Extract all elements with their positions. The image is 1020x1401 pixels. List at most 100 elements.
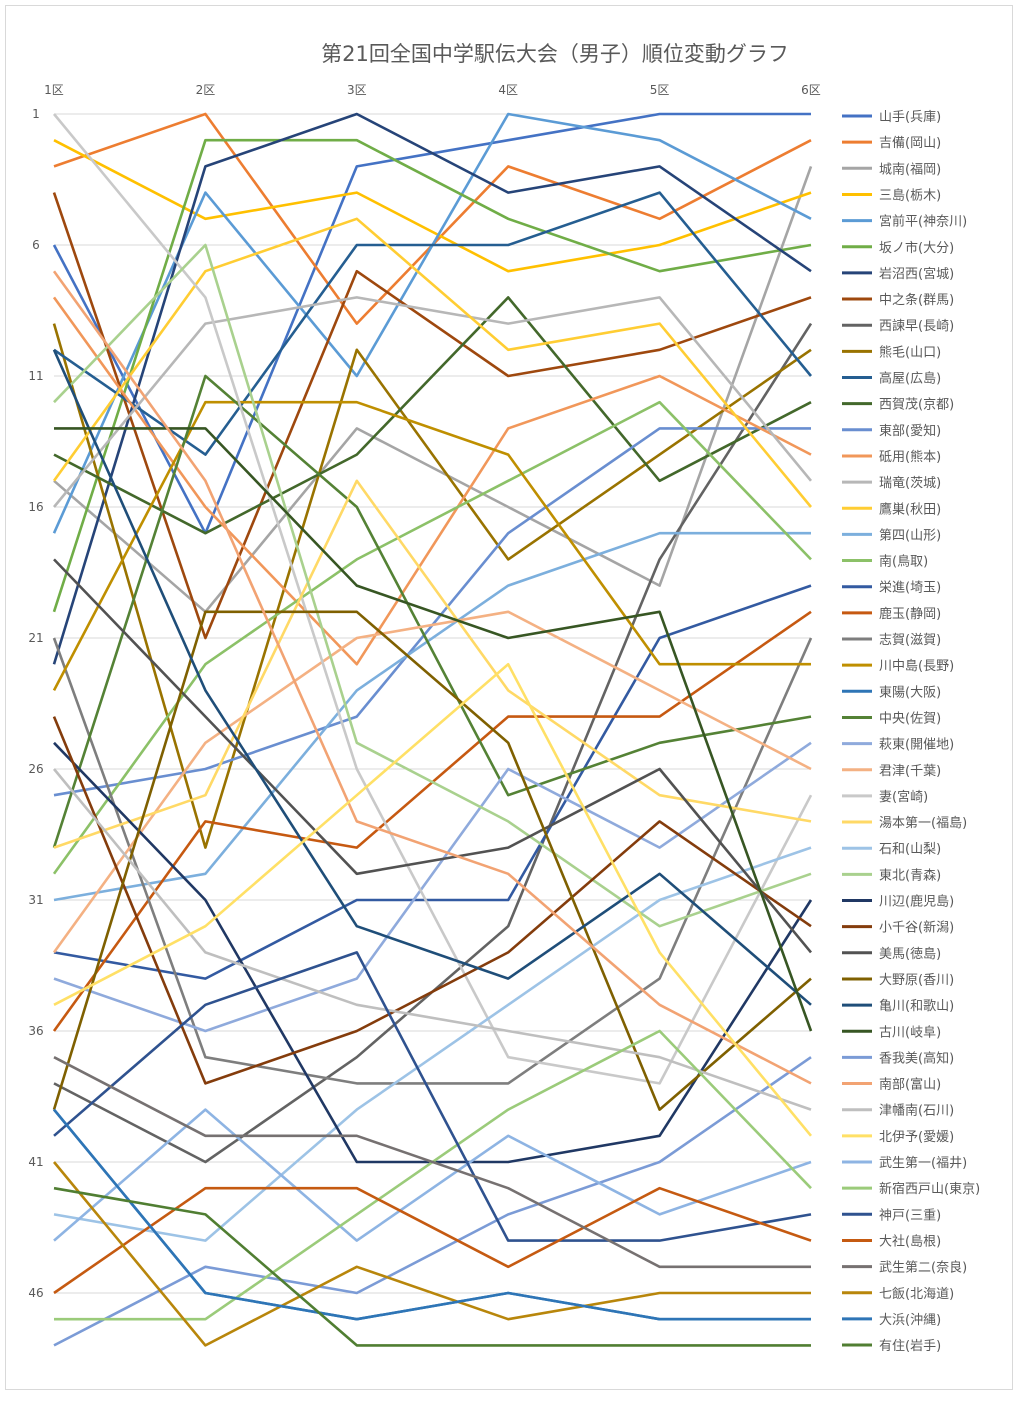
legend-entry: 高屋(広島): [879, 371, 941, 387]
legend-entry: 神戸(三重): [879, 1207, 941, 1223]
legend-entry: 中央(佐賀): [879, 711, 941, 726]
series-line: [53, 296, 812, 535]
legend-entry: 坂ノ市(大分): [879, 240, 954, 256]
legend-entry: 小千谷(新潟): [879, 920, 954, 936]
legend-entry: 山手(兵庫): [879, 110, 941, 125]
x-tick-label: 3区: [347, 83, 367, 97]
series-line: [53, 139, 812, 273]
legend-entry: 栄進(埼玉): [879, 581, 941, 596]
series-line: [53, 243, 812, 928]
x-tick-label: 5区: [650, 83, 670, 97]
legend-entry: 東陽(大阪): [879, 684, 941, 700]
legend-entry: 香我美(高知): [879, 1050, 954, 1066]
series-line: [53, 662, 813, 1137]
series-line: [52, 374, 812, 848]
legend-entry: 西賀茂(京都): [879, 398, 954, 413]
series-line: [53, 531, 811, 902]
series-line: [52, 113, 813, 1085]
series-line: [52, 138, 812, 613]
series-line: [53, 1056, 811, 1269]
series-line: [52, 192, 812, 640]
legend-entry: 吉備(岡山): [879, 135, 941, 151]
legend-entry: 第四(山形): [879, 528, 941, 543]
legend-entry: 宮前平(神奈川): [879, 214, 967, 230]
series-line: [52, 296, 813, 508]
legend-entry: 南(鳥取): [879, 554, 928, 570]
series-line: [53, 1108, 812, 1242]
y-tick-label: 6: [32, 238, 40, 252]
legend-entry: 川辺(鹿児島): [879, 894, 954, 910]
legend-entry: 大浜(沖縄): [879, 1313, 941, 1328]
series-line: [53, 1186, 812, 1295]
legend-entry: 中之条(群馬): [879, 292, 954, 308]
series-line: [52, 112, 812, 665]
series-line: [53, 584, 812, 980]
series-line: [54, 1029, 812, 1321]
legend-entry: 古川(岐阜): [879, 1024, 941, 1040]
y-tick-label: 41: [28, 1155, 43, 1169]
legend-entry: 新宿西戸山(東京): [879, 1181, 980, 1197]
legend-entry: 三島(栃木): [879, 188, 941, 203]
series-line: [52, 400, 811, 692]
series-line: [52, 217, 813, 508]
x-tick-label: 1区: [44, 83, 64, 97]
legend-entry: 君津(千葉): [879, 764, 941, 779]
legend-entry: 城南(福岡): [879, 161, 941, 177]
legend-entry: 湯本第一(福島): [879, 816, 967, 831]
chart-frame: [5, 5, 1013, 1390]
series-line: [52, 323, 812, 849]
series-line: [54, 427, 813, 1032]
series-line: [52, 270, 812, 1085]
series-line: [53, 1056, 812, 1347]
series-line: [53, 951, 812, 1242]
legend-entry: 萩東(開催地): [879, 737, 954, 753]
legend-entry: 妻(宮崎): [879, 789, 928, 805]
chart-title: 第21回全国中学駅伝大会（男子）順位変動グラフ: [321, 42, 789, 66]
series-line: [53, 846, 812, 1242]
y-tick-label: 46: [28, 1286, 43, 1300]
legend-entry: 北伊予(愛媛): [879, 1130, 954, 1145]
series-line: [53, 165, 813, 614]
legend-entry: 武生第二(奈良): [879, 1260, 967, 1276]
legend-entry: 志賀(滋賀): [879, 633, 941, 648]
series-line: [52, 637, 813, 1085]
x-tick-label: 4区: [498, 83, 518, 97]
legend-entry: 川中島(長野): [879, 659, 954, 674]
y-tick-label: 1: [32, 107, 40, 121]
y-tick-label: 36: [28, 1024, 43, 1038]
series-line: [52, 716, 812, 1085]
legend-entry: 鷹巣(秋田): [879, 502, 941, 517]
legend-entry: 熊毛(山口): [879, 344, 941, 360]
y-tick-label: 21: [28, 631, 43, 645]
series-line: [53, 191, 813, 456]
x-tick-label: 2区: [196, 83, 216, 97]
legend-entry: 鹿玉(静岡): [879, 606, 941, 622]
legend-entry: 砥用(熊本): [879, 449, 941, 465]
series-line: [53, 1186, 811, 1347]
legend-entry: 南部(富山): [879, 1077, 941, 1093]
legend-entry: 美馬(徳島): [879, 947, 941, 962]
legend-entry: 武生第一(福井): [879, 1156, 967, 1171]
legend-entry: 瑞竜(茨城): [879, 476, 941, 491]
legend-entry: 大野原(香川): [879, 973, 954, 988]
y-tick-label: 31: [28, 893, 43, 907]
series-line: [52, 610, 812, 1111]
series-line: [52, 1161, 811, 1347]
series-line: [52, 296, 812, 666]
series-line: [52, 610, 812, 954]
legend-entry: 津幡南(石川): [879, 1103, 954, 1119]
series-line: [52, 349, 812, 1006]
y-tick-label: 11: [28, 369, 43, 383]
legend-entry: 有住(岩手): [879, 1339, 941, 1354]
y-tick-label: 16: [28, 500, 43, 514]
y-tick-label: 26: [28, 762, 43, 776]
legend-entry: 東部(愛知): [879, 423, 941, 439]
legend-entry: 岩沼西(宮城): [879, 266, 954, 282]
legend-entry: 西諫早(長崎): [879, 318, 954, 334]
series-line: [52, 768, 812, 1111]
x-tick-label: 6区: [801, 83, 821, 97]
legend-entry: 大社(島根): [879, 1233, 941, 1249]
legend-entry: 亀川(和歌山): [879, 999, 954, 1014]
legend-entry: 東北(青森): [879, 867, 941, 883]
